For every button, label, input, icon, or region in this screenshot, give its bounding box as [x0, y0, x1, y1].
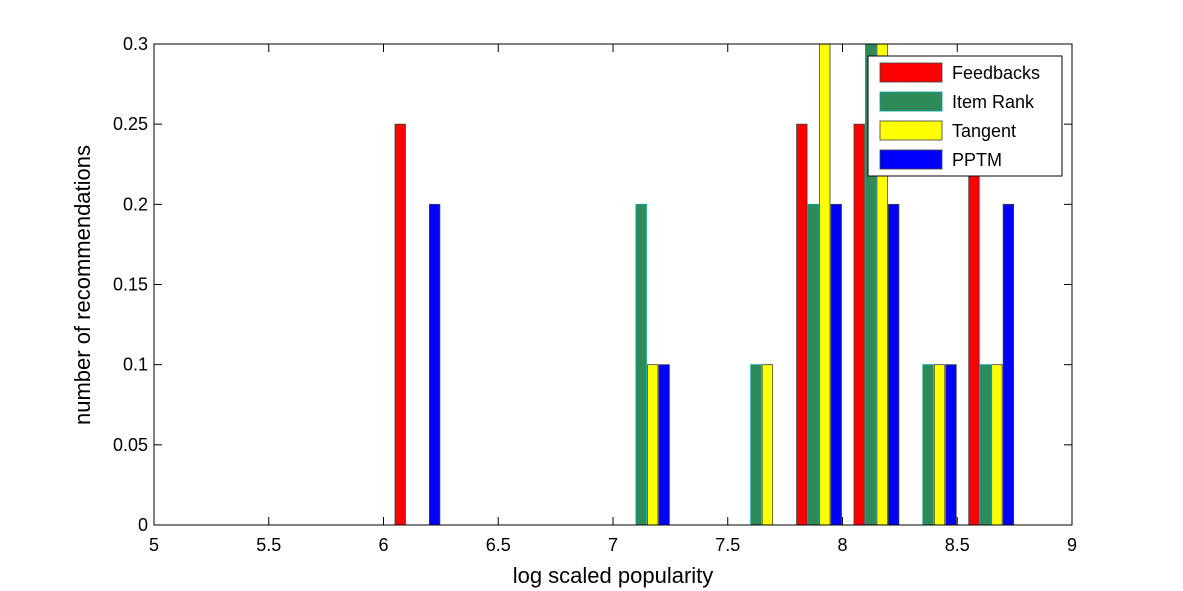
bar-pptm	[888, 203, 900, 526]
bar-tangent	[991, 364, 1003, 526]
x-tick-label: 8	[837, 535, 847, 555]
bar-pptm	[428, 203, 441, 526]
bar-feedbacks	[853, 123, 865, 526]
x-tick-label: 6	[378, 535, 388, 555]
legend-swatch-feedbacks	[879, 62, 943, 83]
y-tick-label: 0.05	[113, 435, 148, 455]
x-tick-label: 7.5	[715, 535, 740, 555]
legend-swatch-item-rank	[879, 91, 943, 112]
bar-tangent	[933, 364, 946, 526]
legend-swatch-pptm	[879, 149, 943, 170]
bar-item-rank	[922, 364, 934, 526]
bar-item-rank	[979, 364, 992, 526]
x-tick-label: 8.5	[945, 535, 970, 555]
y-tick-label: 0.3	[123, 34, 148, 54]
y-tick-label: 0	[138, 515, 148, 535]
legend-label-tangent: Tangent	[952, 121, 1016, 141]
x-axis-label: log scaled popularity	[513, 563, 714, 588]
bar-feedbacks	[968, 123, 980, 526]
x-tick-label: 6.5	[486, 535, 511, 555]
x-tick-label: 5.5	[256, 535, 281, 555]
x-tick-label: 5	[149, 535, 159, 555]
bar-feedbacks	[796, 123, 808, 526]
bar-pptm	[830, 203, 842, 526]
x-tick-label: 7	[608, 535, 618, 555]
bar-pptm	[658, 364, 670, 526]
legend-label-item-rank: Item Rank	[952, 92, 1035, 112]
bar-tangent	[819, 43, 831, 526]
ticks-layer: 5 5.5 6 6.5 7 7.5 8 8.5 9 0 0.05 0.1 0.15 0.2 0.25 0.3	[113, 34, 1077, 555]
bar-pptm	[945, 364, 957, 526]
legend-swatch-tangent	[879, 120, 943, 141]
bar-item-rank	[750, 364, 762, 526]
x-tick-label: 9	[1067, 535, 1077, 555]
legend-label-pptm: PPTM	[952, 150, 1002, 170]
bar-item-rank	[807, 203, 819, 526]
bar-feedbacks	[394, 123, 406, 526]
y-tick-label: 0.15	[113, 275, 148, 295]
y-axis-label: number of recommendations	[70, 145, 95, 425]
y-tick-label: 0.2	[123, 194, 148, 214]
legend-label-feedbacks: Feedbacks	[952, 63, 1040, 83]
y-tick-label: 0.1	[123, 355, 148, 375]
bar-item-rank	[635, 203, 647, 526]
legend: Feedbacks Item Rank Tangent PPTM	[867, 55, 1063, 177]
y-tick-label: 0.25	[113, 114, 148, 134]
bar-pptm	[1002, 203, 1015, 526]
bar-tangent	[761, 364, 774, 526]
bar-tangent	[647, 364, 659, 526]
